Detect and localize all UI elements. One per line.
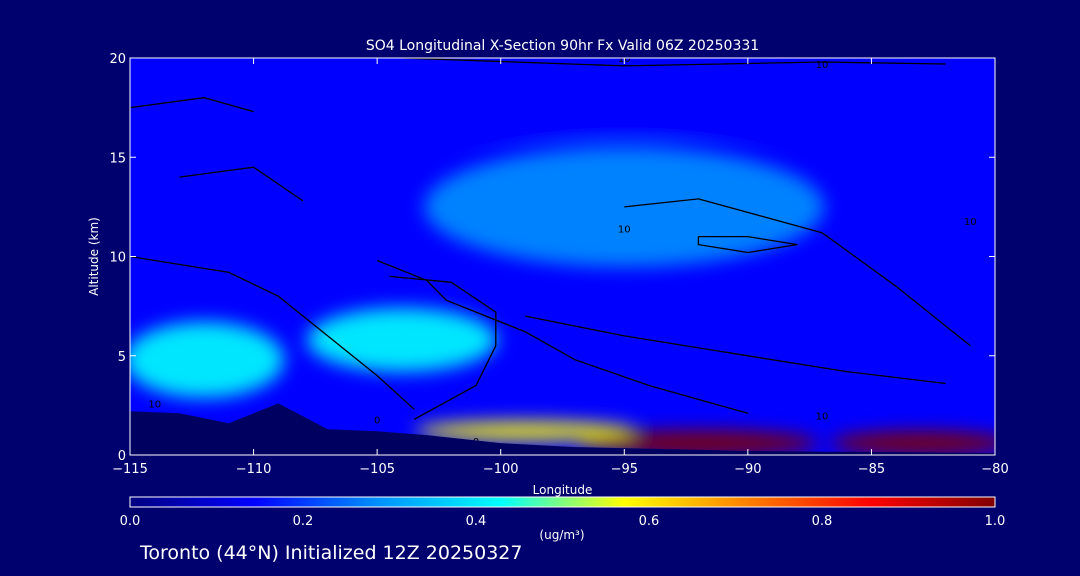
x-tick-label: −100 [483, 462, 519, 477]
colorbar-tick-label: 1.0 [985, 514, 1006, 529]
x-tick-label: −95 [611, 462, 638, 477]
x-tick-label: −90 [734, 462, 761, 477]
contour-line [624, 198, 971, 347]
x-tick-label: −85 [858, 462, 885, 477]
x-axis-label: Longitude [533, 483, 593, 497]
contour-line [697, 235, 798, 254]
colorbar [129, 496, 996, 508]
colorbar-tick-label: 0.4 [466, 514, 487, 529]
contour-line [525, 315, 946, 385]
concentration-field: 10101010101000 [130, 58, 995, 455]
contour-line [179, 166, 304, 202]
feature-near-surface-band [415, 421, 636, 442]
colorbar-tick-label: 0.8 [812, 514, 833, 529]
contour-label: 10 [816, 60, 829, 71]
y-tick-label: 10 [109, 251, 126, 266]
colorbar-tick-label: 0.0 [120, 514, 141, 529]
x-tick-label: −110 [236, 462, 272, 477]
x-tick-label: −115 [112, 462, 148, 477]
contour-line [401, 58, 946, 67]
contour-lines [130, 58, 971, 420]
x-tick-label: −80 [981, 462, 1008, 477]
feature-upper-stratified-layers [134, 77, 995, 138]
contour-line [376, 259, 749, 414]
colorbar-tick-label: 0.2 [293, 514, 314, 529]
contour-label: 10 [816, 411, 829, 422]
contour-label: 0 [374, 415, 380, 426]
y-axis-label: Altitude (km) [87, 217, 101, 296]
contour-label: 10 [148, 399, 161, 410]
colorbar-label: (ug/m³) [539, 528, 584, 542]
footer-caption: Toronto (44°N) Initialized 12Z 20250327 [140, 542, 523, 564]
contour-label: 10 [964, 217, 977, 228]
feature-eastern-surface-layer [830, 431, 995, 455]
feature-central-mid-level-plume [306, 307, 497, 372]
contour-label: 10 [618, 225, 631, 236]
y-tick-label: 0 [118, 449, 126, 464]
x-tick-label: −105 [359, 462, 395, 477]
colorbar-tick-label: 0.6 [639, 514, 660, 529]
terrain-mask [130, 403, 995, 455]
contour-line [130, 97, 254, 113]
contour-line [389, 275, 497, 420]
feature-high-altitude-plume [424, 146, 825, 267]
feature-western-mid-level-plume [130, 321, 285, 398]
contour-line [130, 255, 415, 410]
y-tick-label: 5 [118, 350, 126, 365]
chart-title: SO4 Longitudinal X-Section 90hr Fx Valid… [366, 38, 759, 54]
y-tick-label: 20 [109, 52, 126, 67]
y-tick-label: 15 [109, 151, 126, 166]
